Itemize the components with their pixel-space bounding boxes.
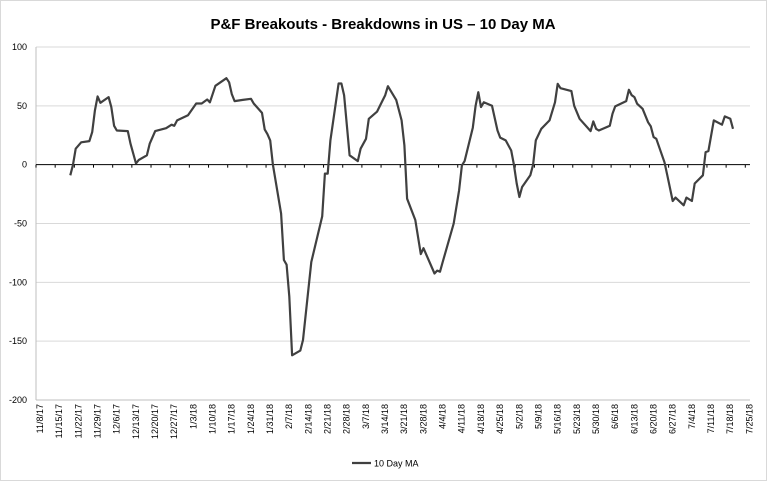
legend: 10 Day MA xyxy=(352,459,419,469)
series-layer xyxy=(69,77,735,357)
x-tick-label: 4/11/18 xyxy=(457,404,467,433)
x-tick-label: 6/27/18 xyxy=(668,404,678,434)
y-tick-label: 50 xyxy=(17,101,27,111)
y-axis: 100 50 0 -50 -100 -150 -200 xyxy=(9,42,37,405)
legend-label: 10 Day MA xyxy=(374,459,419,469)
x-tick-label: 7/11/18 xyxy=(706,404,716,433)
x-tick-label: 2/7/18 xyxy=(284,404,294,429)
x-tick-label: 1/3/18 xyxy=(188,404,198,429)
x-tick-label: 5/16/18 xyxy=(553,404,563,434)
y-tick-label: -100 xyxy=(9,277,27,287)
series-line-10-day-ma xyxy=(69,77,735,357)
x-tick-label: 5/9/18 xyxy=(533,404,543,429)
x-tick-label: 6/6/18 xyxy=(610,404,620,429)
x-tick-label: 6/13/18 xyxy=(629,404,639,434)
x-tick-label: 11/15/17 xyxy=(54,404,64,438)
y-tick-label: 100 xyxy=(12,42,27,52)
y-tick-label: -200 xyxy=(9,395,27,405)
x-tick-label: 11/8/17 xyxy=(35,404,45,433)
x-tick-label: 11/29/17 xyxy=(93,404,103,438)
x-tick-label: 2/28/18 xyxy=(342,404,352,434)
x-axis: 11/8/17 11/15/17 11/22/17 11/29/17 12/6/17 12… xyxy=(35,164,754,439)
x-tick-label: 2/21/18 xyxy=(323,404,333,434)
x-tick-label: 1/24/18 xyxy=(246,404,256,434)
x-tick-label: 4/25/18 xyxy=(495,404,505,434)
x-tick-label: 5/2/18 xyxy=(514,404,524,429)
x-tick-label: 3/28/18 xyxy=(418,404,428,434)
x-tick-label: 2/14/18 xyxy=(303,404,313,434)
y-tick-label: -50 xyxy=(14,219,27,229)
x-tick-label: 7/25/18 xyxy=(744,404,754,434)
x-tick-label: 5/23/18 xyxy=(572,404,582,434)
x-tick-label: 3/7/18 xyxy=(361,404,371,429)
x-tick-label: 12/13/17 xyxy=(131,404,141,439)
y-tick-label: 0 xyxy=(22,160,27,170)
x-tick-label: 1/17/18 xyxy=(227,404,237,434)
x-tick-label: 1/31/18 xyxy=(265,404,275,434)
x-tick-label: 11/22/17 xyxy=(73,404,83,438)
x-tick-label: 12/20/17 xyxy=(150,404,160,439)
x-tick-label: 4/4/18 xyxy=(438,404,448,429)
x-tick-label: 7/18/18 xyxy=(725,404,735,434)
y-tick-label: -150 xyxy=(9,336,27,346)
chart-title: P&F Breakouts - Breakdowns in US – 10 Da… xyxy=(210,16,555,33)
x-tick-label: 1/10/18 xyxy=(208,404,218,434)
x-tick-label: 12/27/17 xyxy=(169,404,179,439)
x-tick-label: 7/4/18 xyxy=(687,404,697,429)
gridlines xyxy=(36,46,750,401)
x-tick-label: 4/18/18 xyxy=(476,404,486,434)
x-tick-label: 12/6/17 xyxy=(112,404,122,434)
x-tick-label: 5/30/18 xyxy=(591,404,601,434)
x-tick-label: 3/21/18 xyxy=(399,404,409,434)
x-tick-label: 3/14/18 xyxy=(380,404,390,434)
x-tick-label: 6/20/18 xyxy=(648,404,658,434)
